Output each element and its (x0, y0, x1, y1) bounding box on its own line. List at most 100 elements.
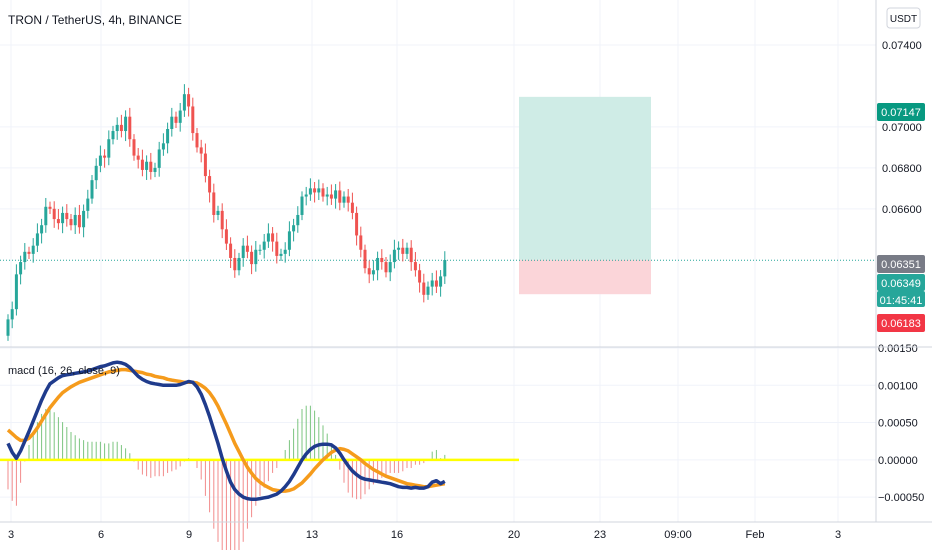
macd-y-tick-label: 0.00100 (878, 380, 918, 392)
candle-body (409, 247, 413, 263)
candle-body (124, 116, 128, 132)
candle-body (413, 262, 417, 271)
candle-body (208, 176, 212, 193)
target-zone[interactable] (519, 96, 651, 260)
candle-body (220, 210, 224, 230)
candle-body (304, 194, 308, 197)
candle-body (52, 208, 56, 220)
candle-body (73, 214, 77, 226)
candle-body (86, 198, 90, 211)
price-tag-label: 0.07147 (881, 107, 921, 119)
x-tick-label: 23 (594, 529, 606, 541)
macd-y-tick-label: 0.00150 (878, 343, 918, 355)
price-tag: 0.07147 (877, 103, 925, 121)
candle-body (296, 214, 300, 226)
candle-body (254, 249, 258, 265)
candle-body (266, 233, 270, 242)
candle-body (434, 280, 438, 287)
candle-body (216, 210, 220, 215)
candle-body (371, 270, 375, 275)
candle-body (388, 262, 392, 273)
candle-body (40, 225, 44, 234)
macd-y-tick-label: 0.00000 (878, 455, 918, 467)
candle-body (401, 247, 405, 254)
candle-body (392, 249, 396, 263)
candle-body (6, 319, 10, 336)
candle-body (355, 212, 359, 236)
candle-body (82, 210, 86, 228)
candle-body (224, 229, 228, 244)
candle-body (325, 194, 329, 197)
currency-button-label[interactable]: USDT (890, 14, 917, 25)
y-tick-label: 0.07400 (882, 40, 922, 52)
price-tag: 01:45:41 (877, 291, 925, 307)
x-tick-label: 3 (8, 529, 14, 541)
candle-body (229, 243, 233, 258)
candle-body (94, 165, 98, 181)
candle-body (279, 253, 283, 256)
chart-title: TRON / TetherUS, 4h, BINANCE (8, 13, 182, 27)
candle-body (10, 309, 14, 320)
candle-body (195, 133, 199, 148)
candle-body (346, 196, 350, 203)
candle-body (405, 247, 409, 254)
candle-body (44, 206, 48, 226)
y-tick-label: 0.06800 (882, 163, 922, 175)
price-tag-background (877, 314, 925, 332)
candle-body (380, 257, 384, 263)
candle-body (430, 280, 434, 287)
candle-body (23, 251, 27, 263)
candle-body (27, 251, 31, 254)
macd-label: macd (16, 26, close, 9) (8, 365, 120, 377)
long-position-tool[interactable] (0, 96, 876, 295)
candle-body (262, 241, 266, 250)
candle-body (258, 249, 262, 251)
candle-body (329, 194, 333, 199)
candle-body (61, 212, 65, 224)
candle-body (283, 249, 287, 254)
candle-body (363, 249, 367, 269)
candle-body (77, 214, 81, 228)
candle-body (119, 124, 123, 132)
x-tick-label: 13 (306, 529, 318, 541)
candle-body (35, 233, 39, 246)
candle-body (313, 188, 317, 193)
candle-body (136, 155, 140, 160)
macd-y-tick-label: −0.00050 (878, 492, 924, 504)
candle-body (271, 233, 275, 242)
candle-body (107, 139, 111, 158)
price-tag-label: 0.06351 (881, 259, 921, 271)
candle-body (439, 276, 443, 287)
candle-body (334, 190, 338, 199)
currency-button-frame[interactable] (886, 7, 921, 29)
candle-body (237, 257, 241, 271)
price-tag: 0.06183 (877, 314, 925, 332)
axes: 3 6 9 13 16 20 23 09:00 Feb 3 0.06600 0.06800 0.0700… (0, 0, 932, 541)
candle-body (338, 190, 342, 203)
candle-body (342, 196, 346, 203)
candle-body (241, 245, 245, 258)
candle-body (153, 167, 157, 172)
candle-body (157, 149, 161, 168)
candle-body (397, 247, 401, 250)
price-tag-background (877, 274, 925, 291)
candlestick-series (6, 84, 447, 341)
signal-line (6, 367, 446, 493)
stop-zone[interactable] (519, 259, 651, 295)
candle-body (300, 196, 304, 215)
price-tags: 0.07147 0.06351 0.06349 01:45:41 0.06183 (877, 103, 925, 332)
price-tag-background (877, 255, 925, 273)
candle-body (308, 188, 312, 195)
candle-body (212, 192, 216, 215)
candle-body (90, 180, 94, 199)
candle-body (19, 262, 23, 275)
candle-body (287, 231, 291, 250)
currency-button[interactable]: USDT (886, 7, 921, 29)
price-tag-background (877, 291, 925, 307)
candle-body (115, 124, 119, 132)
candle-body (384, 262, 388, 273)
candle-body (367, 268, 371, 275)
price-tag-label: 01:45:41 (880, 295, 923, 307)
candle-body (182, 94, 186, 111)
